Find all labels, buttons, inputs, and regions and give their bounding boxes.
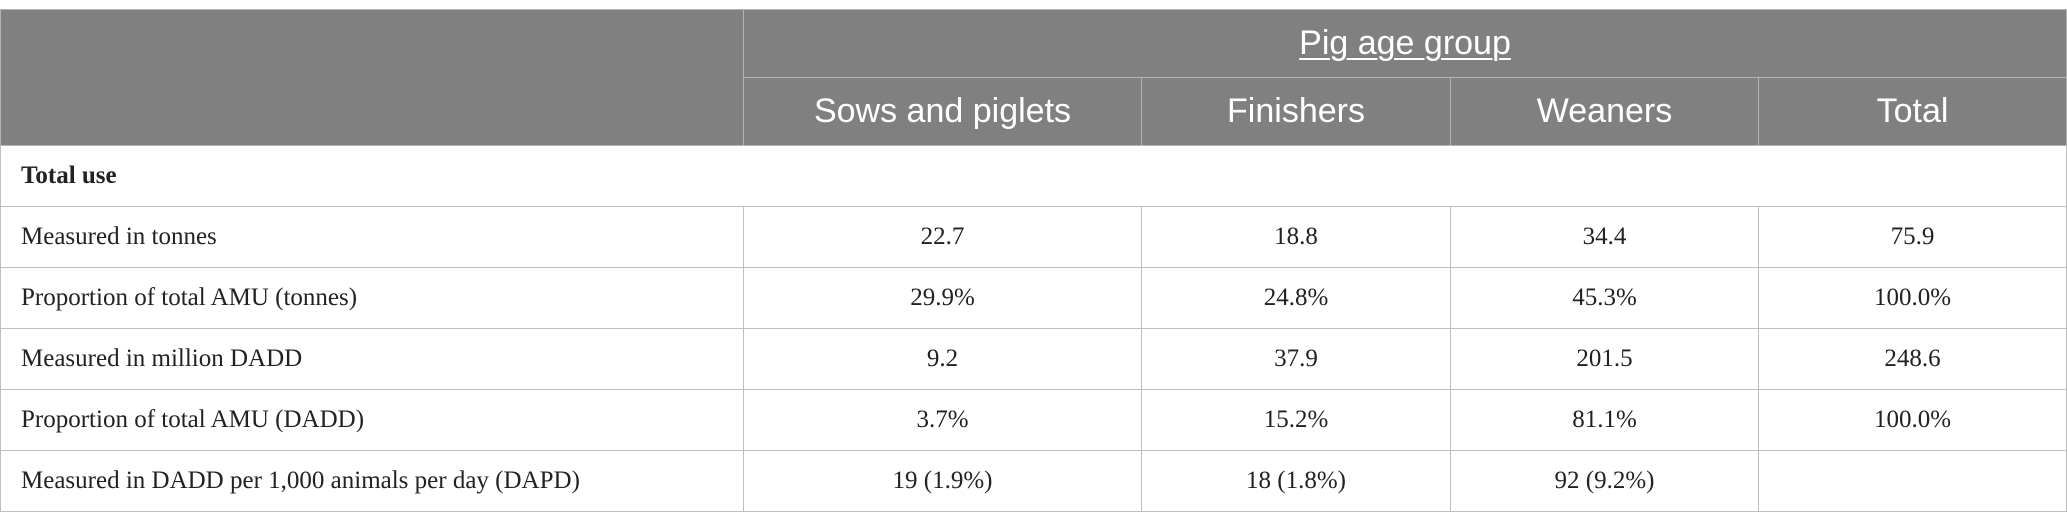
header-row-group: Pig age group [0, 9, 2067, 146]
header-row-columns: Sows and piglets Finishers Weaners Total [1, 77, 2067, 146]
table-row: Measured in million DADD 9.2 37.9 201.5 … [0, 328, 2067, 390]
cell-total [1757, 450, 2067, 512]
row-label: Measured in tonnes [0, 206, 744, 268]
cell-sows-and-piglets: 19 (1.9%) [743, 450, 1142, 512]
cell-total: 100.0% [1757, 267, 2067, 329]
row-label: Proportion of total AMU (DADD) [0, 389, 744, 451]
cell-weaners: 81.1% [1450, 389, 1759, 451]
group-header-label: Pig age group [1299, 24, 1511, 62]
table-row: Proportion of total AMU (DADD) 3.7% 15.2… [0, 389, 2067, 451]
cell-finishers: 15.2% [1141, 389, 1451, 451]
table-row: Measured in DADD per 1,000 animals per d… [0, 450, 2067, 512]
cell-sows-and-piglets: 22.7 [743, 206, 1142, 268]
cell-total: 75.9 [1757, 206, 2067, 268]
row-label: Proportion of total AMU (tonnes) [0, 267, 744, 329]
column-header-weaners: Weaners [1450, 77, 1759, 146]
cell-finishers: 24.8% [1141, 267, 1451, 329]
cell-weaners: 92 (9.2%) [1450, 450, 1759, 512]
table-row: Measured in tonnes 22.7 18.8 34.4 75.9 [0, 206, 2067, 268]
cell-sows-and-piglets: 3.7% [743, 389, 1142, 451]
table-body: Total use Measured in tonnes 22.7 18.8 3… [0, 145, 2067, 512]
cell-weaners: 45.3% [1450, 267, 1759, 329]
cell-finishers: 18.8 [1141, 206, 1451, 268]
cell-finishers: 18 (1.8%) [1141, 450, 1451, 512]
row-label: Measured in DADD per 1,000 animals per d… [0, 450, 744, 512]
group-header-cell: Pig age group [742, 9, 2067, 78]
cell-total: 100.0% [1757, 389, 2067, 451]
column-header-finishers: Finishers [1141, 77, 1451, 146]
cell-finishers: 37.9 [1141, 328, 1451, 390]
cell-sows-and-piglets: 9.2 [743, 328, 1142, 390]
section-row: Total use [0, 145, 2067, 207]
cell-weaners: 201.5 [1450, 328, 1759, 390]
column-header-total: Total [1757, 77, 2067, 146]
cell-sows-and-piglets: 29.9% [743, 267, 1142, 329]
table-row: Proportion of total AMU (tonnes) 29.9% 2… [0, 267, 2067, 329]
cell-weaners: 34.4 [1450, 206, 1759, 268]
table-header: Pig age group Sows and piglets Finishers… [0, 9, 2067, 146]
header-corner-cell [0, 9, 744, 146]
row-label: Measured in million DADD [0, 328, 744, 390]
amu-table: Pig age group Sows and piglets Finishers… [0, 9, 2067, 512]
cell-total: 248.6 [1757, 328, 2067, 390]
section-title: Total use [0, 145, 2067, 207]
column-header-sows-and-piglets: Sows and piglets [743, 77, 1142, 146]
